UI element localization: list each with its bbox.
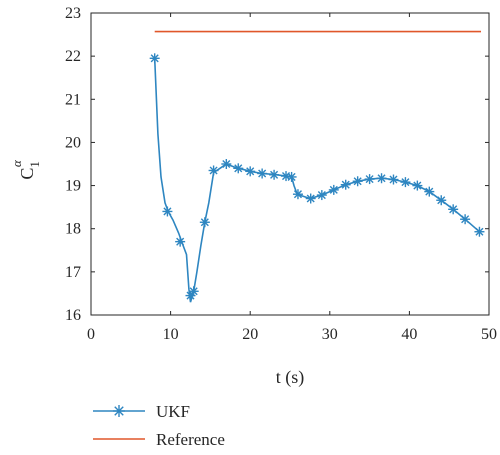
data-point-ukf-24 — [412, 180, 423, 191]
data-point-ukf-27 — [448, 204, 459, 215]
data-point-ukf-3 — [185, 290, 196, 301]
data-point-ukf-20 — [364, 174, 375, 185]
data-point-ukf-18 — [340, 179, 351, 190]
legend-label-reference: Reference — [156, 430, 225, 449]
data-point-ukf-21 — [376, 173, 387, 184]
y-axis-title-base: C — [17, 168, 37, 180]
x-axis-title: t (s) — [276, 367, 305, 388]
series-ukf — [149, 53, 485, 303]
x-tick-label-4: 40 — [401, 326, 417, 343]
data-point-ukf-28 — [460, 214, 471, 225]
y-axis: 16 17 18 19 20 21 22 23 — [65, 5, 489, 324]
legend: UKF Reference — [93, 402, 225, 449]
data-point-ukf-5 — [199, 217, 210, 228]
data-point-ukf-0 — [149, 53, 160, 64]
plot-area — [90, 12, 490, 316]
y-axis-title-sub: 1 — [27, 161, 42, 168]
series-layer — [149, 30, 485, 303]
y-tick-label-0: 16 — [65, 307, 81, 324]
data-point-ukf-29 — [474, 226, 485, 237]
data-point-ukf-14 — [292, 189, 303, 200]
data-point-ukf-7 — [221, 159, 232, 169]
x-tick-label-0: 0 — [87, 326, 95, 343]
x-axis: 0 10 20 30 40 50 — [87, 13, 497, 343]
legend-label-ukf: UKF — [156, 402, 190, 421]
y-tick-label-3: 19 — [65, 178, 81, 195]
legend-item-reference: Reference — [93, 430, 225, 449]
y-tick-label-1: 17 — [65, 264, 81, 281]
data-point-ukf-17 — [328, 184, 339, 195]
data-point-ukf-25 — [424, 186, 435, 197]
y-axis-title: C1α — [9, 159, 42, 180]
data-point-ukf-2 — [175, 236, 186, 247]
data-point-ukf-1 — [162, 206, 173, 217]
data-point-ukf-13 — [286, 171, 297, 182]
y-tick-label-2: 18 — [65, 221, 81, 238]
legend-item-ukf: UKF — [93, 402, 190, 421]
data-point-ukf-6 — [208, 165, 219, 176]
y-tick-label-5: 21 — [65, 91, 81, 108]
y-tick-label-7: 23 — [65, 5, 81, 22]
data-point-ukf-19 — [352, 176, 363, 187]
data-point-ukf-9 — [245, 166, 256, 177]
x-tick-label-3: 30 — [322, 326, 338, 343]
legend-marker-ukf — [113, 405, 125, 417]
data-point-ukf-8 — [233, 163, 244, 174]
y-tick-label-4: 20 — [65, 134, 81, 151]
x-tick-label-5: 50 — [481, 326, 497, 343]
data-point-ukf-23 — [400, 177, 411, 188]
data-point-ukf-4 — [188, 286, 199, 297]
series-line-ukf — [153, 58, 480, 303]
data-point-ukf-10 — [257, 168, 268, 179]
plot-frame — [90, 12, 490, 316]
data-point-ukf-26 — [436, 195, 447, 206]
x-tick-label-2: 20 — [242, 326, 258, 343]
data-point-ukf-22 — [388, 174, 399, 185]
data-point-ukf-11 — [269, 169, 280, 180]
data-point-ukf-15 — [305, 193, 316, 204]
data-point-ukf-16 — [316, 190, 327, 201]
y-tick-label-6: 22 — [65, 48, 81, 65]
y-axis-title-sup: α — [9, 159, 24, 167]
x-tick-label-1: 10 — [163, 326, 179, 343]
